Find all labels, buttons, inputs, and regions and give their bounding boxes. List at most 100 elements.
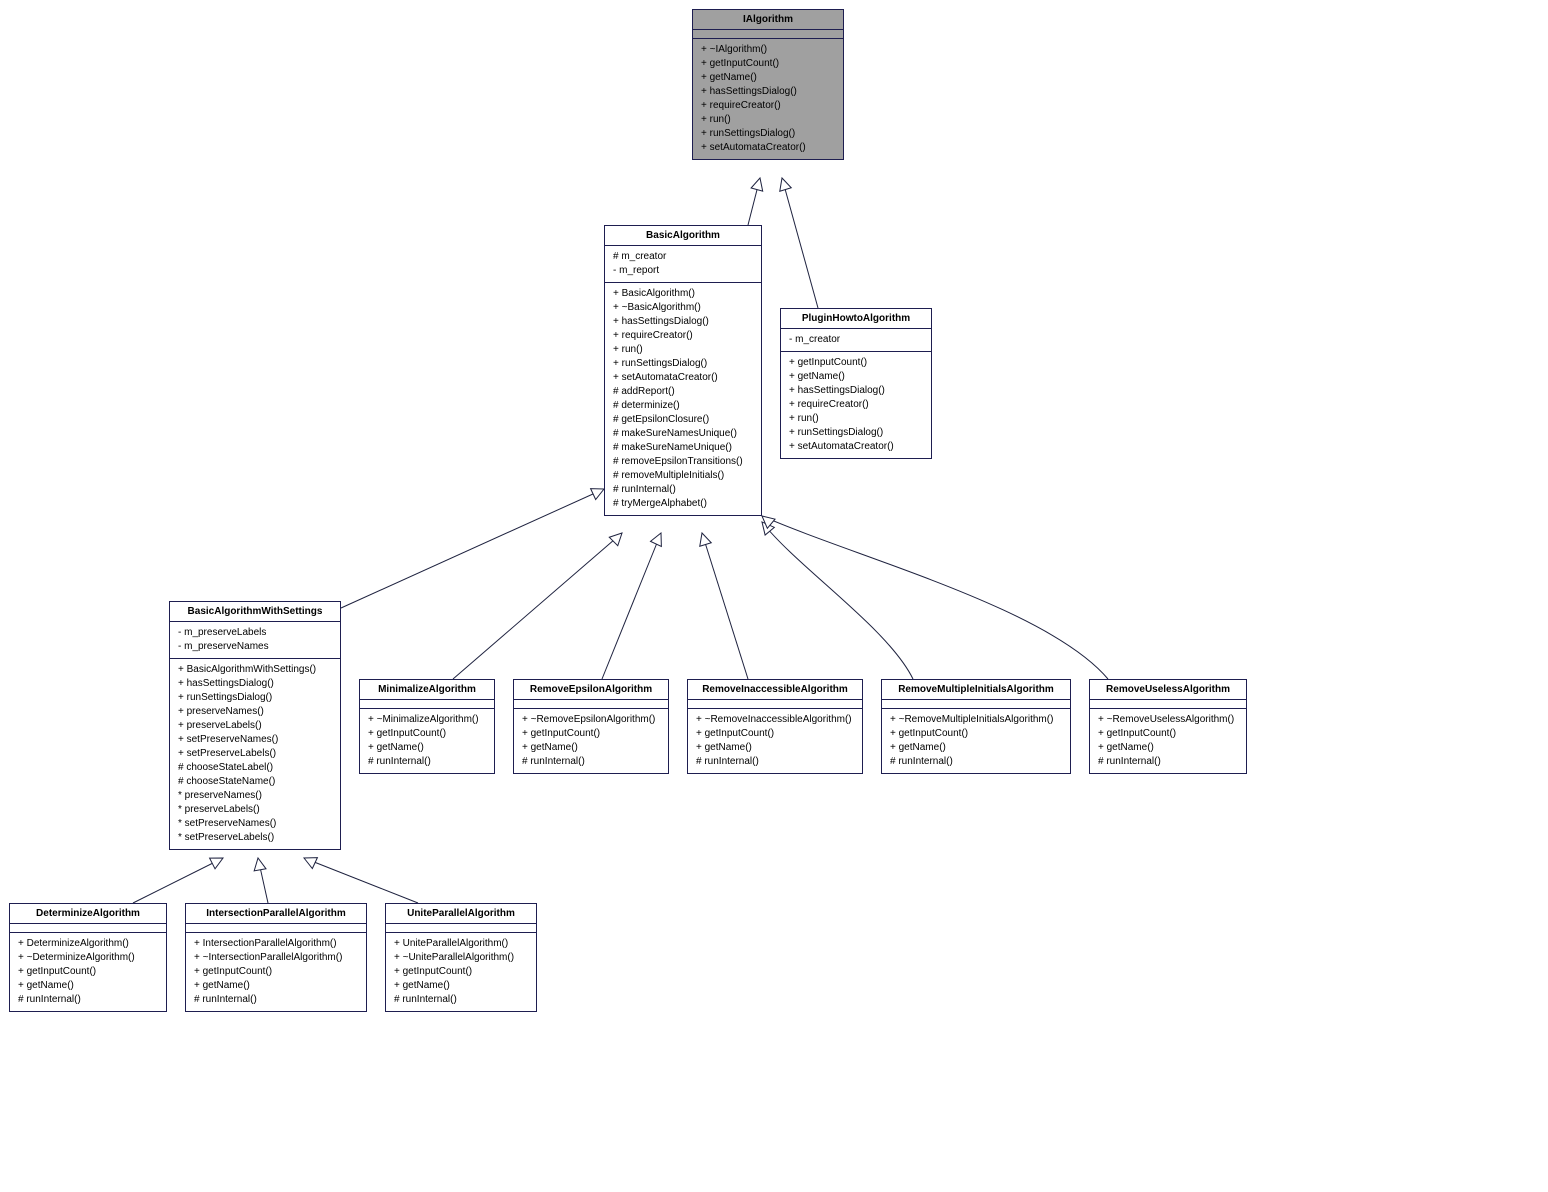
uml-method: + runSettingsDialog() bbox=[613, 357, 753, 371]
uml-class-methods: + ~RemoveUselessAlgorithm()+ getInputCou… bbox=[1090, 709, 1246, 773]
uml-method: + ~IntersectionParallelAlgorithm() bbox=[194, 951, 358, 965]
uml-method: + requireCreator() bbox=[701, 99, 835, 113]
uml-method: + getInputCount() bbox=[1098, 727, 1238, 741]
uml-class-title: IAlgorithm bbox=[693, 10, 843, 30]
uml-method: + getInputCount() bbox=[522, 727, 660, 741]
uml-class-methods: + BasicAlgorithm()+ ~BasicAlgorithm()+ h… bbox=[605, 283, 761, 515]
uml-class-title: IntersectionParallelAlgorithm bbox=[186, 904, 366, 924]
uml-class-BasicAlgorithmWithSettings[interactable]: BasicAlgorithmWithSettings - m_preserveLa… bbox=[169, 601, 341, 850]
uml-class-PluginHowtoAlgorithm[interactable]: PluginHowtoAlgorithm - m_creator + getInpu… bbox=[780, 308, 932, 459]
uml-method: + ~RemoveInaccessibleAlgorithm() bbox=[696, 713, 854, 727]
uml-method: + getName() bbox=[368, 741, 486, 755]
uml-class-attributes bbox=[386, 924, 536, 933]
uml-method: + getInputCount() bbox=[696, 727, 854, 741]
uml-class-DeterminizeAlgorithm[interactable]: DeterminizeAlgorithm+ DeterminizeAlgorit… bbox=[9, 903, 167, 1012]
uml-class-title: RemoveUselessAlgorithm bbox=[1090, 680, 1246, 700]
uml-class-attributes: - m_creator bbox=[781, 329, 931, 352]
uml-class-RemoveEpsilonAlgorithm[interactable]: RemoveEpsilonAlgorithm+ ~RemoveEpsilonAl… bbox=[513, 679, 669, 774]
uml-class-methods: + ~IAlgorithm()+ getInputCount()+ getNam… bbox=[693, 39, 843, 159]
uml-class-IAlgorithm[interactable]: IAlgorithm + ~IAlgorithm()+ getInputCount… bbox=[692, 9, 844, 160]
uml-method: + setAutomataCreator() bbox=[789, 440, 923, 454]
uml-method: + runSettingsDialog() bbox=[789, 426, 923, 440]
uml-method: # makeSureNameUnique() bbox=[613, 441, 753, 455]
uml-method: # runInternal() bbox=[394, 993, 528, 1007]
uml-method: + BasicAlgorithm() bbox=[613, 287, 753, 301]
uml-method: + setAutomataCreator() bbox=[701, 141, 835, 155]
uml-class-title: PluginHowtoAlgorithm bbox=[781, 309, 931, 329]
uml-class-IntersectionParallelAlgorithm[interactable]: IntersectionParallelAlgorithm + Intersect… bbox=[185, 903, 367, 1012]
uml-method: + setPreserveLabels() bbox=[178, 747, 332, 761]
uml-attribute: - m_report bbox=[613, 264, 753, 278]
uml-class-methods: + getInputCount()+ getName()+ hasSetting… bbox=[781, 352, 931, 458]
uml-method: # determinize() bbox=[613, 399, 753, 413]
uml-class-attributes: # m_creator- m_report bbox=[605, 246, 761, 283]
uml-method: # runInternal() bbox=[696, 755, 854, 769]
uml-method: + IntersectionParallelAlgorithm() bbox=[194, 937, 358, 951]
uml-class-attributes bbox=[1090, 700, 1246, 709]
uml-method: # runInternal() bbox=[613, 483, 753, 497]
uml-method: + getName() bbox=[522, 741, 660, 755]
uml-method: + runSettingsDialog() bbox=[178, 691, 332, 705]
uml-class-title: RemoveMultipleInitialsAlgorithm bbox=[882, 680, 1070, 700]
uml-class-title: BasicAlgorithmWithSettings bbox=[170, 602, 340, 622]
uml-method: + run() bbox=[613, 343, 753, 357]
uml-method: # runInternal() bbox=[194, 993, 358, 1007]
uml-method: + run() bbox=[701, 113, 835, 127]
uml-class-RemoveInaccessibleAlgorithm[interactable]: RemoveInaccessibleAlgorithm + ~RemoveInac… bbox=[687, 679, 863, 774]
uml-class-UniteParallelAlgorithm[interactable]: UniteParallelAlgorithm+ UniteParallelAlg… bbox=[385, 903, 537, 1012]
uml-class-RemoveMultipleInitialsAlgorithm[interactable]: RemoveMultipleInitialsAlgorithm + ~Remove… bbox=[881, 679, 1071, 774]
uml-class-attributes bbox=[693, 30, 843, 39]
uml-method: + ~MinimalizeAlgorithm() bbox=[368, 713, 486, 727]
uml-method: # makeSureNamesUnique() bbox=[613, 427, 753, 441]
uml-method: + DeterminizeAlgorithm() bbox=[18, 937, 158, 951]
uml-method: # runInternal() bbox=[522, 755, 660, 769]
uml-class-attributes bbox=[10, 924, 166, 933]
uml-method: + getName() bbox=[890, 741, 1062, 755]
uml-method: + getInputCount() bbox=[368, 727, 486, 741]
uml-method: # runInternal() bbox=[1098, 755, 1238, 769]
uml-attribute: - m_creator bbox=[789, 333, 923, 347]
uml-method: + requireCreator() bbox=[613, 329, 753, 343]
uml-method: + getInputCount() bbox=[890, 727, 1062, 741]
uml-method: + setPreserveNames() bbox=[178, 733, 332, 747]
uml-method: + getName() bbox=[394, 979, 528, 993]
uml-method: + ~RemoveEpsilonAlgorithm() bbox=[522, 713, 660, 727]
uml-method: # runInternal() bbox=[890, 755, 1062, 769]
uml-method: + getName() bbox=[701, 71, 835, 85]
uml-method: + ~DeterminizeAlgorithm() bbox=[18, 951, 158, 965]
uml-method: # removeMultipleInitials() bbox=[613, 469, 753, 483]
uml-method: + getInputCount() bbox=[194, 965, 358, 979]
uml-class-methods: + DeterminizeAlgorithm()+ ~DeterminizeAl… bbox=[10, 933, 166, 1011]
uml-method: + getName() bbox=[789, 370, 923, 384]
uml-method: * setPreserveNames() bbox=[178, 817, 332, 831]
uml-class-BasicAlgorithm[interactable]: BasicAlgorithm# m_creator- m_report+ Bas… bbox=[604, 225, 762, 516]
uml-method: * setPreserveLabels() bbox=[178, 831, 332, 845]
uml-class-attributes bbox=[360, 700, 494, 709]
uml-class-title: MinimalizeAlgorithm bbox=[360, 680, 494, 700]
uml-class-methods: + ~RemoveMultipleInitialsAlgorithm()+ ge… bbox=[882, 709, 1070, 773]
uml-method: + run() bbox=[789, 412, 923, 426]
uml-method: + getName() bbox=[1098, 741, 1238, 755]
uml-class-title: RemoveInaccessibleAlgorithm bbox=[688, 680, 862, 700]
uml-method: + hasSettingsDialog() bbox=[613, 315, 753, 329]
uml-class-attributes bbox=[514, 700, 668, 709]
uml-attribute: - m_preserveNames bbox=[178, 640, 332, 654]
uml-class-title: BasicAlgorithm bbox=[605, 226, 761, 246]
uml-method: + BasicAlgorithmWithSettings() bbox=[178, 663, 332, 677]
uml-method: + getInputCount() bbox=[394, 965, 528, 979]
uml-method: + requireCreator() bbox=[789, 398, 923, 412]
uml-method: + setAutomataCreator() bbox=[613, 371, 753, 385]
uml-method: * preserveLabels() bbox=[178, 803, 332, 817]
uml-method: + hasSettingsDialog() bbox=[178, 677, 332, 691]
uml-class-methods: + IntersectionParallelAlgorithm()+ ~Inte… bbox=[186, 933, 366, 1011]
uml-method: + UniteParallelAlgorithm() bbox=[394, 937, 528, 951]
uml-class-MinimalizeAlgorithm[interactable]: MinimalizeAlgorithm + ~MinimalizeAlgorith… bbox=[359, 679, 495, 774]
uml-method: + ~RemoveMultipleInitialsAlgorithm() bbox=[890, 713, 1062, 727]
uml-method: # removeEpsilonTransitions() bbox=[613, 455, 753, 469]
uml-method: # runInternal() bbox=[18, 993, 158, 1007]
uml-method: + ~UniteParallelAlgorithm() bbox=[394, 951, 528, 965]
uml-method: + getInputCount() bbox=[789, 356, 923, 370]
uml-attribute: - m_preserveLabels bbox=[178, 626, 332, 640]
uml-class-methods: + ~MinimalizeAlgorithm()+ getInputCount(… bbox=[360, 709, 494, 773]
uml-class-RemoveUselessAlgorithm[interactable]: RemoveUselessAlgorithm + ~RemoveUselessAl… bbox=[1089, 679, 1247, 774]
